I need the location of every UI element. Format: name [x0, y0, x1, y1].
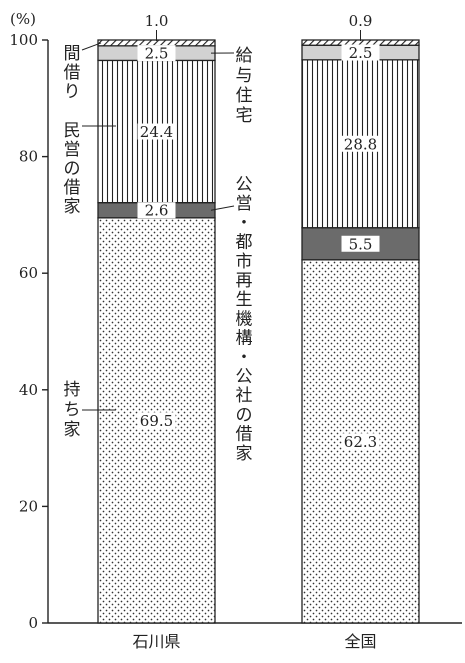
svg-text:都: 都	[236, 233, 253, 253]
svg-text:構: 構	[236, 329, 253, 349]
data-label-room: 1.0	[145, 12, 169, 30]
annotation-owned: 持ち家	[64, 380, 81, 440]
y-tick-label: 0	[28, 614, 38, 632]
data-label-owned: 69.5	[140, 412, 173, 430]
svg-text:営: 営	[236, 194, 253, 214]
svg-text:の: の	[236, 405, 253, 425]
data-label-room: 0.9	[349, 12, 373, 30]
data-label-private: 28.8	[344, 135, 377, 153]
y-tick-label: 80	[19, 148, 38, 166]
svg-text:・: ・	[236, 348, 253, 368]
svg-text:営: 営	[64, 140, 81, 160]
svg-text:公: 公	[236, 367, 253, 387]
svg-text:民: 民	[64, 121, 81, 141]
data-label-private: 24.4	[140, 123, 173, 141]
svg-text:借: 借	[236, 425, 253, 445]
data-label-owned: 62.3	[344, 433, 377, 451]
y-tick-label: 40	[19, 381, 38, 399]
svg-text:市: 市	[236, 252, 253, 272]
svg-text:社: 社	[236, 386, 253, 406]
svg-text:ち: ち	[64, 400, 81, 420]
svg-text:住: 住	[236, 86, 253, 106]
svg-text:与: 与	[236, 66, 253, 86]
data-label-public: 2.6	[145, 202, 169, 220]
svg-text:公: 公	[236, 175, 253, 195]
data-label-company: 2.5	[145, 45, 169, 63]
data-label-public: 5.5	[349, 235, 373, 253]
svg-text:宅: 宅	[236, 106, 253, 126]
data-label-company: 2.5	[349, 44, 373, 62]
svg-text:間: 間	[64, 44, 81, 64]
svg-text:持: 持	[64, 380, 81, 400]
y-tick-label: 60	[19, 264, 38, 282]
svg-text:家: 家	[236, 444, 253, 464]
svg-text:給: 給	[236, 46, 253, 66]
svg-text:家: 家	[64, 197, 81, 217]
svg-text:生: 生	[236, 290, 253, 310]
svg-text:借: 借	[64, 63, 81, 83]
svg-text:の: の	[64, 159, 81, 179]
svg-text:借: 借	[64, 178, 81, 198]
y-tick-label: 100	[9, 31, 38, 49]
svg-text:り: り	[64, 82, 81, 102]
svg-text:機: 機	[236, 309, 253, 329]
x-category-label: 全国	[344, 632, 376, 651]
y-unit-label: (%)	[10, 10, 36, 28]
svg-text:・: ・	[236, 213, 253, 233]
annotation-room: 間借り	[64, 44, 81, 102]
svg-text:再: 再	[236, 271, 253, 291]
x-category-label: 石川県	[132, 632, 180, 651]
svg-text:家: 家	[64, 420, 81, 440]
y-tick-label: 20	[19, 497, 38, 515]
